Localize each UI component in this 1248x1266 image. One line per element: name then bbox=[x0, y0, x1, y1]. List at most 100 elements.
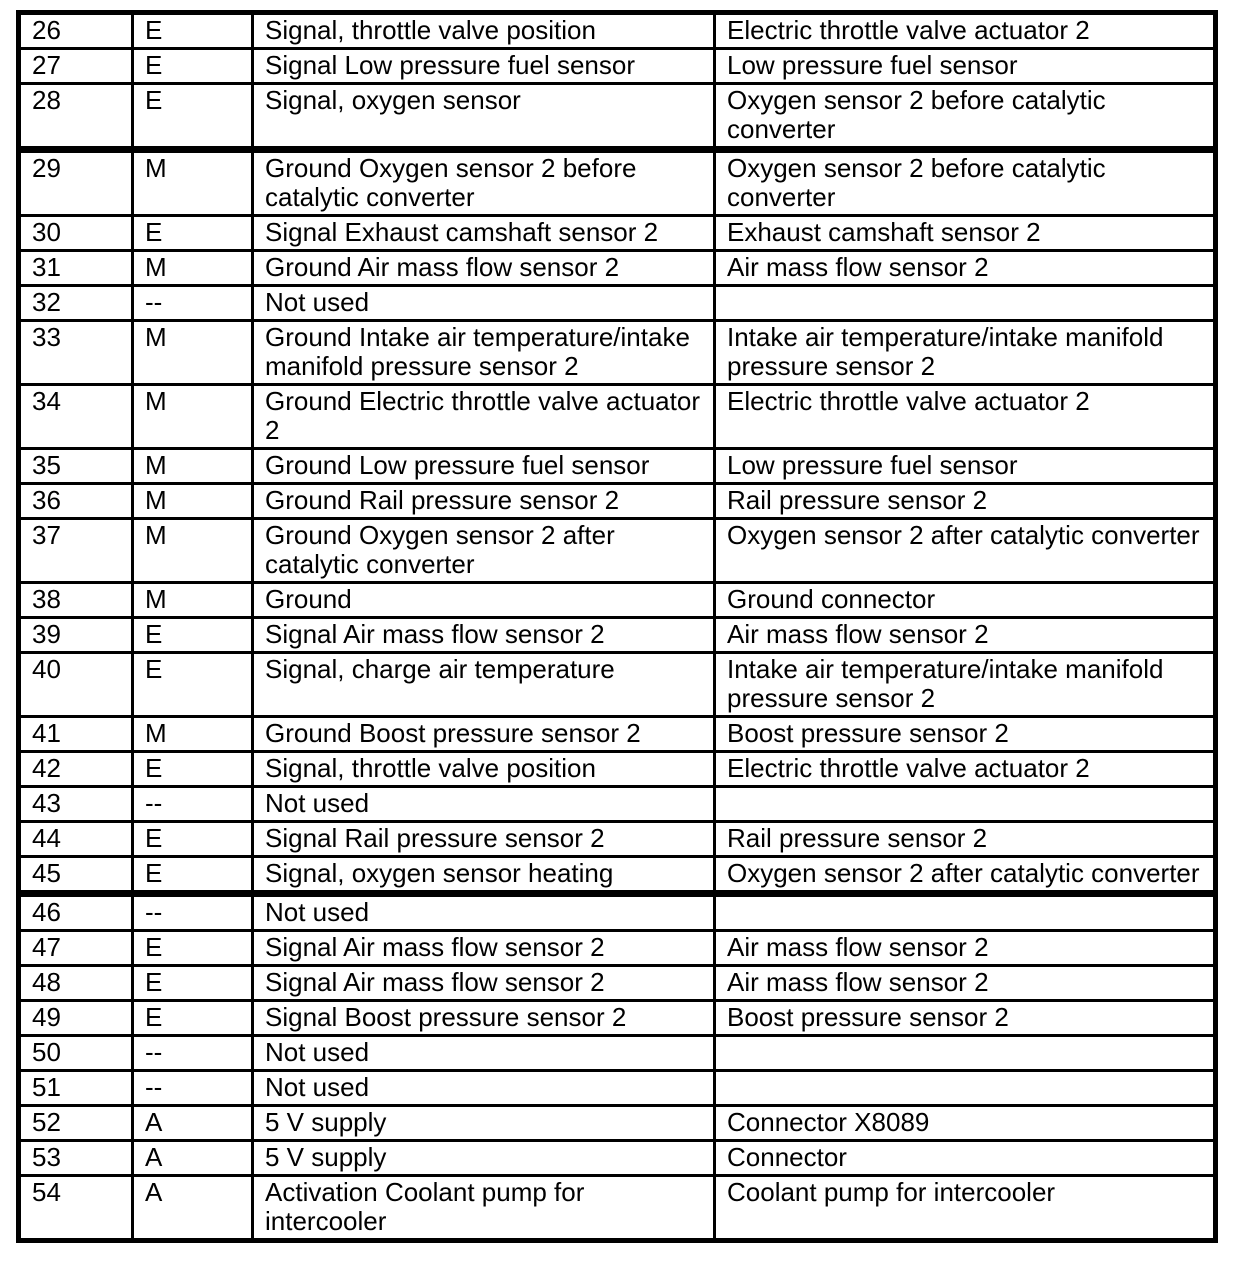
table-row: 49 E Signal Boost pressure sensor 2 Boos… bbox=[17, 999, 1217, 1037]
pin-number-cell: 48 bbox=[17, 964, 134, 1002]
pin-component-cell: Ground connector bbox=[713, 581, 1217, 619]
pin-type-cell: M bbox=[131, 383, 254, 450]
pin-number-cell: 29 bbox=[17, 148, 134, 217]
table-row: 43 -- Not used bbox=[17, 785, 1217, 823]
table-row: 26 E Signal, throttle valve position Ele… bbox=[17, 11, 1217, 50]
pin-description-cell: Signal Boost pressure sensor 2 bbox=[251, 999, 716, 1037]
pin-component-cell: Rail pressure sensor 2 bbox=[713, 820, 1217, 858]
pin-type-cell: M bbox=[131, 148, 254, 217]
pin-description-cell: Ground Low pressure fuel sensor bbox=[251, 447, 716, 485]
pin-component-cell: Air mass flow sensor 2 bbox=[713, 249, 1217, 287]
pin-type-cell: E bbox=[131, 820, 254, 858]
table-row: 29 M Ground Oxygen sensor 2 before catal… bbox=[17, 148, 1217, 217]
pin-description-cell: Not used bbox=[251, 284, 716, 322]
pin-description-cell: Not used bbox=[251, 785, 716, 823]
pin-type-cell: A bbox=[131, 1104, 254, 1142]
pin-number-cell: 44 bbox=[17, 820, 134, 858]
table-row: 51 -- Not used bbox=[17, 1069, 1217, 1107]
pin-description-cell: Ground Air mass flow sensor 2 bbox=[251, 249, 716, 287]
pin-type-cell: M bbox=[131, 581, 254, 619]
pin-number-cell: 26 bbox=[17, 11, 134, 50]
pin-description-cell: Activation Coolant pump for intercooler bbox=[251, 1174, 716, 1242]
pin-description-cell: Signal, oxygen sensor bbox=[251, 82, 716, 153]
pin-description-cell: Ground Oxygen sensor 2 after catalytic c… bbox=[251, 517, 716, 584]
pin-component-cell: Air mass flow sensor 2 bbox=[713, 929, 1217, 967]
pin-description-cell: Ground Intake air temperature/intake man… bbox=[251, 319, 716, 386]
pin-number-cell: 28 bbox=[17, 82, 134, 153]
pin-component-cell: Electric throttle valve actuator 2 bbox=[713, 383, 1217, 450]
pin-description-cell: Not used bbox=[251, 892, 716, 932]
table-row: 46 -- Not used bbox=[17, 892, 1217, 932]
pin-component-cell: Intake air temperature/intake manifold p… bbox=[713, 651, 1217, 718]
pin-number-cell: 35 bbox=[17, 447, 134, 485]
table-row: 37 M Ground Oxygen sensor 2 after cataly… bbox=[17, 517, 1217, 584]
pin-type-cell: M bbox=[131, 249, 254, 287]
table-row: 32 -- Not used bbox=[17, 284, 1217, 322]
pin-number-cell: 49 bbox=[17, 999, 134, 1037]
pin-type-cell: A bbox=[131, 1174, 254, 1242]
pin-type-cell: M bbox=[131, 517, 254, 584]
pin-type-cell: E bbox=[131, 214, 254, 252]
table-row: 42 E Signal, throttle valve position Ele… bbox=[17, 750, 1217, 788]
pin-type-cell: E bbox=[131, 750, 254, 788]
pin-type-cell: E bbox=[131, 11, 254, 50]
pin-type-cell: E bbox=[131, 964, 254, 1002]
table-row: 33 M Ground Intake air temperature/intak… bbox=[17, 319, 1217, 386]
pin-description-cell: Signal, throttle valve position bbox=[251, 750, 716, 788]
pin-component-cell bbox=[713, 785, 1217, 823]
pin-number-cell: 46 bbox=[17, 892, 134, 932]
pin-type-cell: E bbox=[131, 82, 254, 153]
pin-component-cell: Exhaust camshaft sensor 2 bbox=[713, 214, 1217, 252]
table-row: 54 A Activation Coolant pump for interco… bbox=[17, 1174, 1217, 1242]
pin-description-cell: Signal, throttle valve position bbox=[251, 11, 716, 50]
pin-number-cell: 42 bbox=[17, 750, 134, 788]
table-row: 31 M Ground Air mass flow sensor 2 Air m… bbox=[17, 249, 1217, 287]
pin-description-cell: Ground bbox=[251, 581, 716, 619]
pin-component-cell bbox=[713, 1034, 1217, 1072]
pin-type-cell: E bbox=[131, 855, 254, 897]
table-row: 44 E Signal Rail pressure sensor 2 Rail … bbox=[17, 820, 1217, 858]
pin-number-cell: 41 bbox=[17, 715, 134, 753]
pin-type-cell: A bbox=[131, 1139, 254, 1177]
table-row: 45 E Signal, oxygen sensor heating Oxyge… bbox=[17, 855, 1217, 897]
pin-component-cell: Boost pressure sensor 2 bbox=[713, 715, 1217, 753]
table-row: 38 M Ground Ground connector bbox=[17, 581, 1217, 619]
pin-component-cell: Connector bbox=[713, 1139, 1217, 1177]
pin-number-cell: 39 bbox=[17, 616, 134, 654]
pin-number-cell: 51 bbox=[17, 1069, 134, 1107]
pin-type-cell: M bbox=[131, 319, 254, 386]
pin-description-cell: Not used bbox=[251, 1034, 716, 1072]
pin-number-cell: 45 bbox=[17, 855, 134, 897]
pin-description-cell: Signal Air mass flow sensor 2 bbox=[251, 964, 716, 1002]
pin-number-cell: 38 bbox=[17, 581, 134, 619]
pin-number-cell: 32 bbox=[17, 284, 134, 322]
table-row: 40 E Signal, charge air temperature Inta… bbox=[17, 651, 1217, 718]
pin-description-cell: Ground Electric throttle valve actuator … bbox=[251, 383, 716, 450]
pin-type-cell: M bbox=[131, 482, 254, 520]
pin-number-cell: 30 bbox=[17, 214, 134, 252]
pin-description-cell: Signal Exhaust camshaft sensor 2 bbox=[251, 214, 716, 252]
pin-type-cell: E bbox=[131, 929, 254, 967]
pin-type-cell: E bbox=[131, 47, 254, 85]
pin-component-cell: Low pressure fuel sensor bbox=[713, 47, 1217, 85]
table-row: 36 M Ground Rail pressure sensor 2 Rail … bbox=[17, 482, 1217, 520]
pin-number-cell: 52 bbox=[17, 1104, 134, 1142]
table-row: 52 A 5 V supply Connector X8089 bbox=[17, 1104, 1217, 1142]
pin-component-cell: Oxygen sensor 2 before catalytic convert… bbox=[713, 148, 1217, 217]
pin-description-cell: Signal Low pressure fuel sensor bbox=[251, 47, 716, 85]
pin-number-cell: 50 bbox=[17, 1034, 134, 1072]
pin-number-cell: 34 bbox=[17, 383, 134, 450]
pin-component-cell bbox=[713, 1069, 1217, 1107]
pin-description-cell: Signal Air mass flow sensor 2 bbox=[251, 616, 716, 654]
pin-component-cell: Low pressure fuel sensor bbox=[713, 447, 1217, 485]
pin-type-cell: E bbox=[131, 616, 254, 654]
pin-component-cell bbox=[713, 892, 1217, 932]
pin-number-cell: 43 bbox=[17, 785, 134, 823]
pin-number-cell: 37 bbox=[17, 517, 134, 584]
table-row: 48 E Signal Air mass flow sensor 2 Air m… bbox=[17, 964, 1217, 1002]
table-row: 34 M Ground Electric throttle valve actu… bbox=[17, 383, 1217, 450]
pin-number-cell: 53 bbox=[17, 1139, 134, 1177]
pin-assignment-table: 26 E Signal, throttle valve position Ele… bbox=[16, 10, 1218, 1243]
pin-type-cell: -- bbox=[131, 1034, 254, 1072]
